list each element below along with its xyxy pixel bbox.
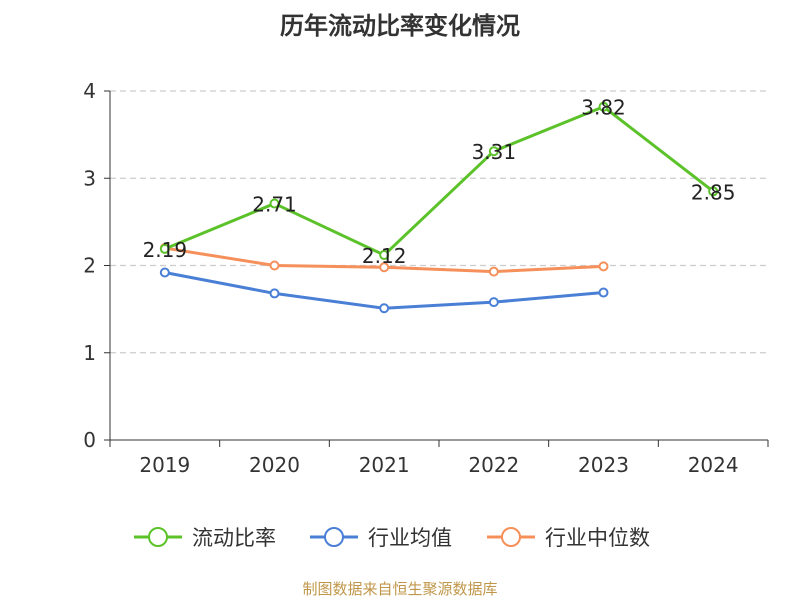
data-point [598, 287, 609, 298]
y-tick-label: 0 [83, 428, 96, 452]
legend-label: 行业均值 [368, 526, 452, 550]
chart-title: 历年流动比率变化情况 [280, 12, 520, 40]
legend[interactable]: 流动比率 行业均值 行业中位数 [134, 526, 650, 550]
y-tick-label: 3 [83, 166, 96, 190]
x-tick-label: 2024 [688, 453, 739, 477]
axes: 0 1 2 3 4 2019 2020 2021 2022 2023 2024 [83, 79, 769, 477]
x-tick-label: 2021 [359, 453, 410, 477]
data-point [488, 146, 499, 157]
y-tick-label: 4 [83, 79, 96, 103]
data-point [159, 267, 170, 278]
x-tick-label: 2019 [139, 453, 190, 477]
y-tick-label: 2 [83, 254, 96, 278]
data-point [488, 297, 499, 308]
data-point [269, 198, 280, 209]
data-point [379, 250, 390, 261]
legend-label: 行业中位数 [545, 526, 650, 550]
series-line [164, 271, 604, 310]
x-tick-label: 2020 [249, 453, 300, 477]
legend-item[interactable]: 流动比率 [134, 526, 276, 550]
legend-item[interactable]: 行业中位数 [487, 526, 650, 550]
data-point [379, 303, 390, 314]
legend-swatch-marker [148, 527, 168, 547]
footer-source: 制图数据来自恒生聚源数据库 [302, 580, 498, 598]
data-point [379, 262, 390, 273]
data-point [159, 243, 170, 254]
legend-item[interactable]: 行业均值 [310, 526, 452, 550]
data-point [269, 260, 280, 271]
data-label: 3.31 [472, 140, 517, 164]
data-label: 2.12 [362, 244, 407, 268]
grid-lines [110, 90, 768, 354]
y-tick-label: 1 [83, 341, 96, 365]
data-label: 2.19 [143, 238, 188, 262]
data-point [488, 266, 499, 277]
series [159, 101, 719, 314]
series-line [164, 105, 715, 257]
legend-label: 流动比率 [192, 526, 276, 550]
x-tick-label: 2022 [468, 453, 519, 477]
data-labels: 2.19 2.71 2.12 3.31 3.82 2.85 [143, 96, 736, 268]
data-label: 2.71 [252, 193, 297, 217]
data-point [598, 261, 609, 272]
legend-swatch-marker [501, 527, 521, 547]
data-point [269, 288, 280, 299]
data-point [598, 101, 609, 112]
data-point [708, 186, 719, 197]
legend-swatch-marker [324, 527, 344, 547]
data-label: 2.85 [691, 180, 736, 204]
data-label: 3.82 [581, 96, 626, 120]
x-tick-label: 2023 [578, 453, 629, 477]
